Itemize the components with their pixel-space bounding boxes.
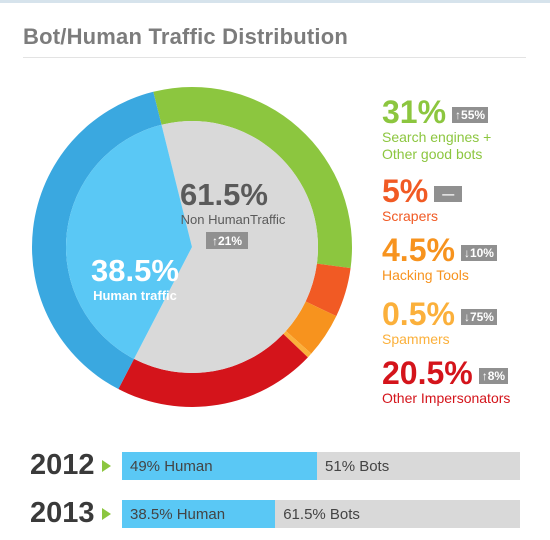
year-label: 2013 xyxy=(30,497,95,529)
segment-spammers xyxy=(283,330,312,358)
segment-impersonators xyxy=(118,333,308,408)
legend-percent: 4.5% xyxy=(382,232,455,268)
legend-percent: 0.5% xyxy=(382,296,455,332)
human-label: Human traffic xyxy=(93,288,177,303)
change-badge: ↑8% xyxy=(478,368,509,384)
bots-bar-label: 51% Bots xyxy=(325,458,390,475)
legend-label: Scrapers xyxy=(382,208,439,224)
title-divider xyxy=(23,57,526,58)
legend-item-spammers: 0.5% ↓75% Spammers xyxy=(382,297,497,348)
center-label: Non HumanTraffic xyxy=(181,212,286,227)
human-bar-label: 49% Human xyxy=(130,458,213,475)
segment-scrapers xyxy=(305,263,351,317)
legend-label: Spammers xyxy=(382,331,450,347)
segment-human xyxy=(31,91,162,390)
legend-item-scrapers: 5% — Scrapers xyxy=(382,173,463,225)
human-bar-label: 38.5% Human xyxy=(130,506,226,523)
bots-bar: 38.5% Human 61.5% Bots xyxy=(122,500,520,528)
legend-percent: 20.5% xyxy=(382,355,473,391)
change-badge: ↓75% xyxy=(460,309,497,325)
legend-label: Other good bots xyxy=(382,146,483,162)
segment-hacking-tools xyxy=(285,301,337,354)
inner-segment-human xyxy=(65,124,192,359)
legend-item-good-bots: 31% ↑55% Search engines + Other good bots xyxy=(382,95,491,163)
chart-title: Bot/Human Traffic Distribution xyxy=(23,24,348,49)
change-badge: ↓10% xyxy=(460,245,497,261)
inner-pie xyxy=(65,121,318,373)
human-bar xyxy=(122,500,276,528)
bots-bar: 49% Human 51% Bots xyxy=(122,452,520,480)
play-arrow-icon xyxy=(102,508,111,520)
human-percent: 38.5% xyxy=(91,253,179,288)
bots-bar-label: 61.5% Bots xyxy=(283,506,360,523)
legend-label: Search engines + xyxy=(382,129,492,145)
legend-item-hacking-tools: 4.5% ↓10% Hacking Tools xyxy=(382,233,497,284)
change-badge: — xyxy=(434,186,463,202)
center-change-badge: ↑21% xyxy=(212,234,242,248)
top-border xyxy=(0,0,550,3)
change-badge: ↑55% xyxy=(452,107,489,123)
play-arrow-icon xyxy=(102,460,111,472)
year-label: 2012 xyxy=(30,449,95,481)
legend-item-impersonators: 20.5% ↑8% Other Impersonators xyxy=(382,356,510,407)
legend-percent: 31% xyxy=(382,94,447,130)
outer-ring xyxy=(31,87,352,408)
legend-label: Hacking Tools xyxy=(382,267,469,283)
human-bar xyxy=(122,452,318,480)
donut-chart: 61.5% Non HumanTraffic ↑21% 38.5% Human … xyxy=(31,87,352,408)
center-percent: 61.5% xyxy=(180,177,268,212)
segment-good-bots xyxy=(153,87,352,269)
center-change-badge-bg xyxy=(206,232,248,249)
legend-percent: 5% xyxy=(382,173,429,209)
legend-label: Other Impersonators xyxy=(382,390,511,406)
